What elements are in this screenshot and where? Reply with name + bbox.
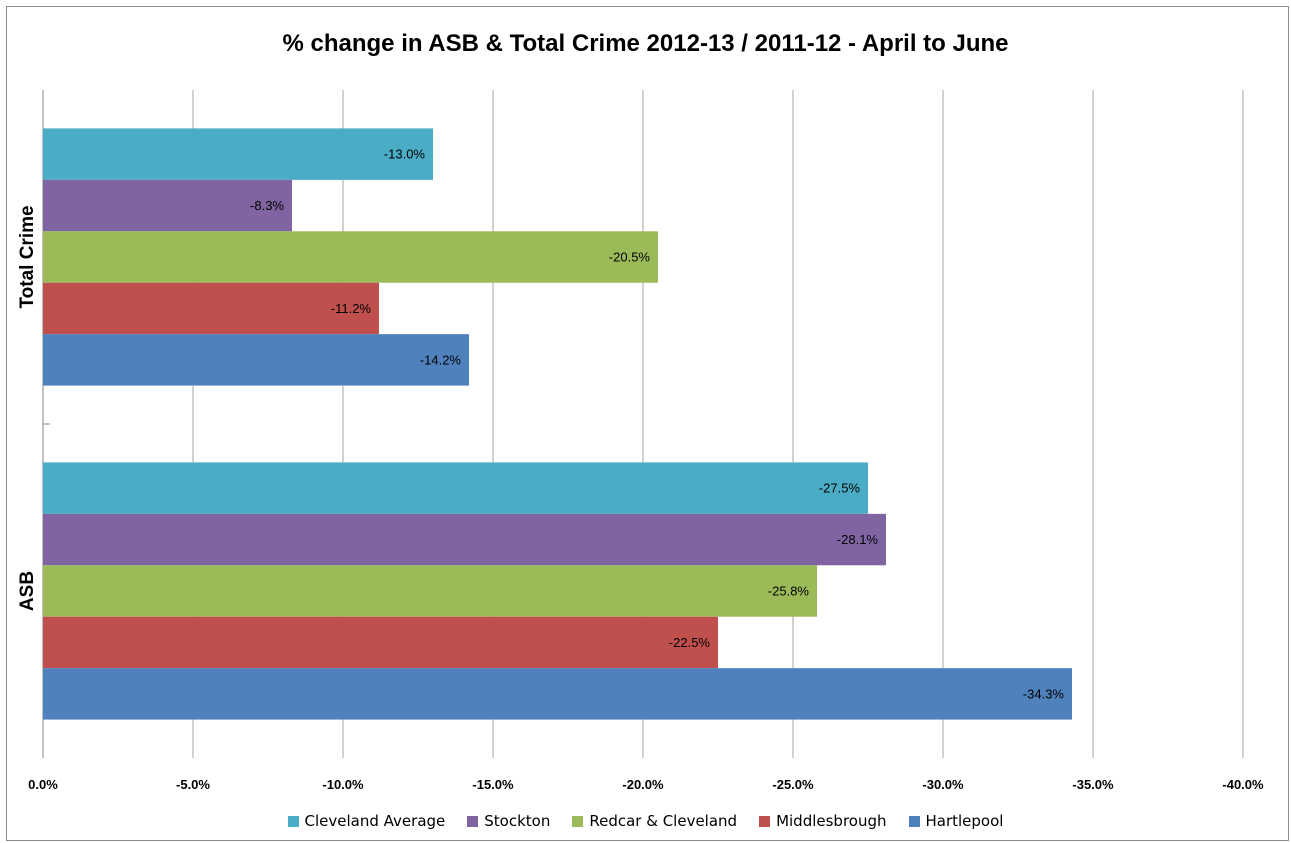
legend-swatch (287, 815, 299, 827)
data-label: -8.3% (250, 198, 284, 213)
legend-label: Hartlepool (925, 812, 1004, 830)
chart-legend: Cleveland Average Stockton Redcar & Clevel… (0, 812, 1291, 830)
legend-item: Redcar & Cleveland (572, 812, 737, 830)
x-tick-label: -25.0% (772, 777, 814, 792)
data-label: -28.1% (837, 532, 879, 547)
bar (43, 462, 868, 514)
category-label: Total Crime (17, 205, 38, 308)
data-label: -22.5% (669, 635, 711, 650)
data-label: -25.8% (768, 584, 810, 599)
legend-swatch (467, 815, 479, 827)
bar (43, 334, 469, 386)
legend-item: Middlesbrough (759, 812, 887, 830)
x-tick-label: -5.0% (176, 777, 210, 792)
bar (43, 231, 658, 283)
legend-label: Redcar & Cleveland (589, 812, 738, 830)
legend-swatch (908, 815, 920, 827)
x-tick-label: -20.0% (622, 777, 664, 792)
bar (43, 179, 292, 232)
legend-label: Stockton (484, 812, 551, 830)
legend-swatch (759, 815, 771, 827)
bar (43, 128, 433, 180)
bar (43, 565, 817, 617)
data-label: -20.5% (609, 250, 651, 265)
data-label: -11.2% (331, 301, 372, 316)
bar (43, 616, 718, 669)
bar (43, 282, 379, 335)
bar (43, 668, 1072, 720)
category-label: ASB (17, 571, 38, 611)
x-tick-label: -30.0% (922, 777, 964, 792)
x-tick-label: -15.0% (472, 777, 514, 792)
x-tick-label: -10.0% (322, 777, 364, 792)
data-label: -13.0% (384, 147, 426, 162)
data-label: -27.5% (819, 481, 861, 496)
x-tick-label: -35.0% (1072, 777, 1114, 792)
x-tick-label: -40.0% (1222, 777, 1264, 792)
legend-label: Middlesbrough (776, 812, 887, 830)
legend-item: Cleveland Average (287, 812, 446, 830)
bar (43, 513, 886, 566)
legend-label: Cleveland Average (304, 812, 446, 830)
legend-swatch (572, 815, 584, 827)
legend-item: Hartlepool (908, 812, 1004, 830)
data-label: -14.2% (420, 352, 462, 367)
chart-title: % change in ASB & Total Crime 2012-13 / … (282, 30, 1009, 57)
x-tick-label: 0.0% (28, 777, 58, 792)
data-label: -34.3% (1023, 686, 1065, 701)
legend-item: Stockton (467, 812, 550, 830)
